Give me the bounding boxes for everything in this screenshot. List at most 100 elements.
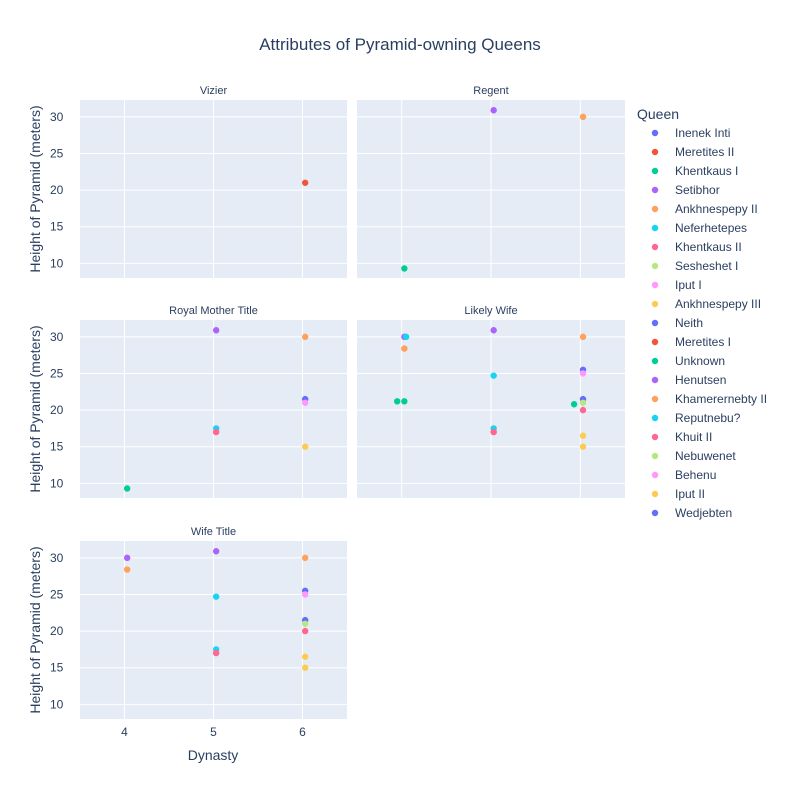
data-point	[301, 591, 309, 598]
legend-marker	[651, 338, 659, 346]
legend-label: Khentkaus II	[675, 240, 742, 254]
data-point	[570, 401, 578, 408]
y-tick-label: 25	[50, 366, 64, 380]
y-axis-label: Height of Pyramid (meters)	[27, 105, 43, 272]
y-tick-label: 20	[50, 624, 64, 638]
legend: Queen Inenek Inti Meretites II Khentkaus I…	[637, 106, 767, 520]
y-tick-label: 15	[50, 440, 64, 454]
y-tick-label: 15	[50, 661, 64, 675]
legend-label: Setibhor	[675, 183, 720, 197]
legend-item[interactable]: Unknown	[651, 354, 725, 368]
legend-marker	[651, 300, 659, 308]
y-tick-label: 30	[50, 330, 64, 344]
legend-label: Iput I	[675, 278, 702, 292]
data-point	[579, 333, 587, 341]
legend-label: Nebuwenet	[675, 449, 736, 463]
x-axis-label: Dynasty	[188, 747, 239, 763]
y-tick-label: 30	[50, 551, 64, 565]
legend-item[interactable]: Khentkaus I	[651, 164, 739, 178]
x-tick-label: 4	[121, 725, 128, 739]
panel-title: Royal Mother Title	[169, 305, 258, 317]
data-point	[301, 443, 309, 450]
legend-marker	[651, 205, 659, 213]
legend-item[interactable]: Khuit II	[651, 430, 713, 444]
y-tick-label: 20	[50, 183, 64, 197]
legend-label: Wedjebten	[675, 506, 732, 520]
data-point	[579, 113, 587, 121]
data-point	[490, 107, 497, 114]
legend-item[interactable]: Iput I	[651, 278, 702, 292]
data-point	[301, 333, 309, 341]
legend-item[interactable]: Nebuwenet	[651, 449, 737, 463]
data-point	[490, 327, 497, 334]
legend-item[interactable]: Neferhetepes	[651, 221, 747, 235]
legend-item[interactable]: Neith	[651, 316, 703, 330]
data-point	[301, 399, 309, 406]
legend-item[interactable]: Iput II	[651, 487, 705, 501]
data-point	[401, 265, 408, 272]
legend-item[interactable]: Ankhnespepy III	[651, 297, 761, 311]
legend-item[interactable]: Sesheshet I	[651, 259, 739, 273]
legend-label: Neferhetepes	[675, 221, 747, 235]
y-axis-label: Height of Pyramid (meters)	[27, 546, 43, 713]
legend-item[interactable]: Setibhor	[651, 183, 720, 197]
legend-marker	[651, 490, 659, 498]
data-point	[123, 566, 131, 573]
legend-marker	[651, 281, 659, 289]
legend-label: Meretites I	[675, 335, 731, 349]
legend-marker	[651, 471, 659, 479]
data-point	[579, 432, 587, 439]
data-point	[579, 443, 587, 450]
data-point	[579, 399, 587, 406]
data-point	[212, 593, 220, 600]
y-tick-label: 10	[50, 256, 64, 270]
y-tick-label: 25	[50, 146, 64, 160]
y-tick-label: 25	[50, 587, 64, 601]
legend-item[interactable]: Meretites II	[651, 145, 735, 159]
legend-label: Iput II	[675, 487, 705, 501]
legend-marker	[651, 395, 659, 403]
panels: 10 15 20 25 30 Height of Pyramid (meters) Vizi…	[27, 85, 625, 739]
data-point	[579, 406, 587, 414]
x-tick-label: 5	[210, 725, 217, 739]
data-point	[579, 370, 587, 377]
data-point	[212, 649, 220, 657]
y-axis-label: Height of Pyramid (meters)	[27, 325, 43, 492]
legend-marker	[651, 167, 659, 175]
legend-item[interactable]: Behenu	[651, 468, 717, 482]
legend-marker	[651, 224, 659, 232]
legend-item[interactable]: Wedjebten	[651, 506, 732, 520]
data-point	[394, 398, 401, 405]
legend-marker	[651, 262, 659, 270]
data-point	[212, 327, 220, 334]
y-tick-label: 15	[50, 220, 64, 234]
data-point	[301, 627, 309, 635]
data-point	[301, 664, 309, 671]
facet-panel: Regent	[357, 85, 625, 278]
legend-item[interactable]: Inenek Inti	[651, 126, 731, 140]
legend-item[interactable]: Khamerernebty II	[651, 392, 767, 406]
y-tick-label: 30	[50, 110, 64, 124]
panel-title: Regent	[473, 85, 508, 97]
facet-panel: 10 15 20 25 30 4 5 6 Height of Pyramid (meters) W…	[27, 526, 347, 739]
legend-label: Neith	[675, 316, 703, 330]
legend-label: Ankhnespepy III	[675, 297, 761, 311]
legend-label: Khamerernebty II	[675, 392, 767, 406]
facet-panel: 10 15 20 25 30 Height of Pyramid (meters) Vizi…	[27, 85, 347, 278]
legend-item[interactable]: Khentkaus II	[651, 240, 742, 254]
data-point	[212, 548, 220, 555]
legend-item[interactable]: Ankhnespepy II	[651, 202, 758, 216]
y-tick-label: 20	[50, 403, 64, 417]
legend-label: Ankhnespepy II	[675, 202, 758, 216]
legend-item[interactable]: Henutsen	[651, 373, 727, 387]
legend-marker	[651, 129, 659, 137]
x-tick-label: 6	[299, 725, 306, 739]
chart-title: Attributes of Pyramid-owning Queens	[259, 35, 541, 54]
legend-label: Meretites II	[675, 145, 734, 159]
legend-label: Khentkaus I	[675, 164, 738, 178]
legend-marker	[651, 414, 659, 422]
legend-item[interactable]: Reputnebu?	[651, 411, 741, 425]
legend-item[interactable]: Meretites I	[651, 335, 731, 349]
legend-marker	[651, 376, 659, 384]
